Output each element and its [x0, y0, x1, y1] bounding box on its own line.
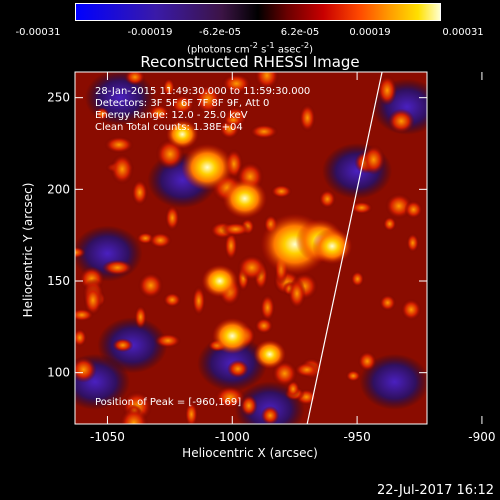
warm-region [83, 284, 103, 316]
warm-region [260, 405, 280, 424]
warm-region [75, 328, 87, 347]
warm-region [104, 136, 134, 154]
warm-region [214, 385, 246, 409]
warm-region [148, 104, 170, 122]
x-tick-label: -900 [468, 430, 495, 444]
warm-region [350, 201, 374, 215]
warm-region [124, 72, 146, 86]
warm-region [404, 200, 423, 219]
warm-region [227, 359, 249, 378]
x-tick-label: -950 [343, 430, 370, 444]
colorbar-units: (photons cm-2 s-1 asec-2) [186, 40, 314, 56]
warm-region [260, 293, 276, 322]
info-detectors: Detectors: 3F 5F 6F 7F 8F 9F, Att 0 [95, 98, 270, 109]
colorbar [75, 3, 441, 21]
warm-region [299, 103, 316, 133]
colorbar-tick: 6.2e-05 [280, 27, 320, 38]
warm-region [162, 292, 182, 308]
info-counts: Clean Total counts: 1.38E+04 [95, 122, 243, 133]
cool-region [359, 353, 427, 410]
warm-region [254, 317, 274, 335]
warm-region [137, 272, 164, 299]
warm-region [236, 254, 267, 281]
info-energy-range: Energy Range: 12.0 - 25.0 keV [95, 110, 248, 121]
cool-region [434, 189, 500, 245]
warm-region [112, 338, 134, 353]
warm-region [101, 259, 134, 276]
colorbar-tick: -0.00031 [15, 27, 61, 38]
y-tick-label: 150 [47, 274, 70, 288]
warm-region [287, 278, 306, 310]
warm-region [387, 108, 415, 134]
y-tick-label: 100 [47, 366, 70, 380]
hot-region [212, 318, 253, 354]
warm-region [75, 246, 86, 259]
warm-region [110, 153, 135, 185]
info-time-range: 28-Jan-2015 11:49:30.000 to 11:59:30.000 [95, 86, 311, 97]
hot-region [222, 178, 267, 219]
colorbar-tick: -0.00019 [127, 27, 173, 38]
warm-region [164, 204, 180, 232]
x-axis-label: Heliocentric X (arcsec) [182, 446, 318, 460]
heatmap-image [75, 72, 500, 424]
hot-region [312, 228, 353, 265]
warm-region [249, 124, 279, 140]
y-axis-label: Heliocentric Y (arcsec) [21, 182, 35, 318]
warm-region [361, 144, 386, 175]
colorbar-tick: -6.2e-05 [199, 27, 241, 38]
y-tick-label: 200 [47, 182, 70, 196]
warm-region [162, 77, 175, 97]
warm-region [170, 94, 195, 115]
warm-region [184, 400, 198, 424]
warm-region [345, 369, 361, 382]
hot-region [201, 264, 238, 298]
hot-region [166, 119, 199, 149]
warm-region [350, 270, 365, 288]
colorbar-tick: 0.00031 [442, 27, 484, 38]
warm-region [318, 189, 337, 209]
warm-region [148, 232, 173, 249]
y-tick-label: 250 [47, 91, 70, 105]
warm-region [75, 356, 97, 383]
date-stamp: 22-Jul-2017 16:12 [376, 483, 494, 498]
warm-region [221, 73, 252, 94]
warm-region [75, 308, 94, 322]
x-tick-label: -1050 [90, 430, 125, 444]
warm-region [194, 84, 222, 115]
solar-limb-line [306, 71, 383, 425]
colorbar-tick: 0.00019 [349, 27, 391, 38]
plot-frame [74, 71, 428, 425]
warm-region [270, 184, 293, 199]
chart-title: Reconstructed RHESSI Image [140, 53, 360, 71]
peak-position: Position of Peak = [-960,169] [95, 397, 242, 408]
warm-region [192, 285, 206, 317]
warm-region [131, 179, 149, 206]
warm-region [382, 216, 397, 232]
warm-region [154, 333, 182, 349]
warm-region [357, 351, 377, 372]
warm-region [134, 304, 147, 329]
warm-region [119, 407, 149, 424]
warm-region [95, 107, 109, 121]
warm-region [406, 233, 420, 253]
warm-region [220, 222, 251, 237]
warm-region [377, 74, 397, 106]
warm-region [222, 113, 244, 127]
warm-region [294, 362, 320, 378]
warm-region [379, 294, 397, 312]
warm-region [400, 298, 422, 321]
warm-region [271, 360, 298, 387]
x-tick-label: -1000 [215, 430, 250, 444]
hot-region [253, 339, 286, 369]
warm-region [254, 72, 280, 90]
hot-region [181, 143, 234, 191]
